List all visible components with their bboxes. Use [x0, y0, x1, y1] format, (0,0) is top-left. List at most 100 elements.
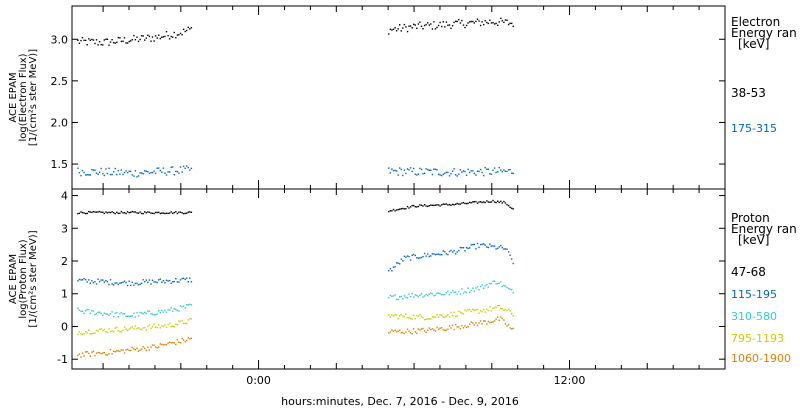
proton-data-point: [154, 326, 157, 328]
proton-data-point: [112, 212, 115, 214]
electron-data-point: [430, 169, 432, 171]
proton-data-point: [434, 294, 437, 296]
proton-data-point: [493, 201, 496, 203]
proton-data-point: [464, 291, 466, 293]
proton-data-point: [397, 317, 399, 320]
proton-data-point: [391, 329, 393, 331]
proton-data-point: [85, 331, 87, 333]
proton-data-point: [408, 316, 410, 319]
electron-data-point: [111, 173, 113, 176]
proton-data-point: [122, 212, 124, 214]
proton-data-point: [397, 208, 399, 211]
proton-data-point: [158, 211, 160, 213]
electron-data-point: [184, 167, 186, 169]
electron-data-point: [436, 169, 438, 171]
proton-data-point: [417, 257, 420, 259]
proton-data-point: [413, 253, 415, 256]
electron-data-point: [92, 169, 95, 171]
electron-data-point: [469, 171, 471, 174]
proton-data-point: [98, 280, 101, 283]
electron-data-point: [503, 21, 505, 24]
proton-data-point: [114, 327, 116, 329]
proton-data-point: [408, 293, 410, 295]
proton-data-point: [137, 284, 140, 286]
proton-data-point: [142, 212, 144, 215]
electron-data-point: [95, 172, 98, 174]
proton-data-point: [148, 279, 151, 281]
proton-data-point: [509, 206, 511, 208]
electron-data-point: [162, 167, 165, 169]
proton-data-point: [511, 313, 513, 315]
proton-data-point: [467, 326, 469, 328]
proton-data-point: [89, 355, 91, 357]
proton-data-point: [413, 204, 415, 207]
electron-data-point: [464, 170, 466, 173]
proton-data-point: [165, 326, 168, 328]
electron-data-point: [102, 173, 104, 175]
proton-data-point: [459, 203, 462, 205]
electron-data-point: [408, 169, 410, 171]
proton-data-point: [402, 260, 404, 262]
proton-data-point: [81, 352, 84, 354]
electron-data-point: [144, 39, 146, 41]
proton-data-point: [445, 292, 448, 294]
electron-data-point: [402, 174, 404, 177]
proton-data-point: [144, 347, 146, 349]
proton-data-point: [80, 356, 82, 358]
proton-data-point: [481, 284, 483, 286]
electron-data-point: [492, 169, 494, 171]
proton-data-point: [151, 212, 154, 214]
proton-data-point: [419, 314, 421, 316]
proton-data-point: [470, 321, 472, 323]
proton-data-point: [503, 309, 505, 311]
proton-data-point: [78, 278, 81, 281]
proton-data-point: [444, 316, 446, 319]
proton-data-point: [425, 331, 427, 334]
proton-data-point: [168, 212, 171, 214]
proton-data-point: [451, 314, 454, 317]
proton-data-point: [405, 256, 407, 258]
proton-data-point: [92, 281, 95, 284]
proton-data-point: [423, 330, 426, 332]
electron-data-point: [433, 168, 435, 170]
proton-data-point: [80, 279, 82, 281]
proton-data-point: [483, 287, 485, 290]
proton-data-point: [140, 282, 143, 284]
proton-data-point: [500, 316, 502, 318]
proton-data-point: [88, 329, 90, 331]
proton-data-point: [475, 322, 477, 324]
proton-data-point: [472, 322, 474, 324]
proton-data-point: [139, 328, 141, 330]
x-tick-label: 0:00: [246, 374, 271, 387]
proton-data-point: [86, 332, 88, 334]
electron-data-point: [465, 174, 468, 176]
proton-data-point: [182, 339, 185, 341]
proton-data-point: [416, 294, 418, 297]
proton-data-point: [139, 349, 141, 351]
electron-data-point: [394, 169, 396, 172]
proton-data-point: [83, 212, 85, 214]
proton-data-point: [428, 318, 430, 320]
proton-data-point: [434, 330, 437, 332]
proton-data-point: [179, 279, 182, 281]
proton-data-point: [500, 244, 502, 247]
proton-data-point: [487, 246, 489, 249]
proton-data-point: [395, 314, 398, 316]
x-axis-label: hours:minutes, Dec. 7, 2016 - Dec. 9, 20…: [281, 395, 519, 408]
proton-data-point: [89, 282, 91, 284]
proton-data-point: [409, 331, 412, 334]
proton-data-point: [97, 330, 99, 332]
proton-data-point: [507, 324, 510, 326]
proton-data-point: [187, 281, 189, 283]
proton-data-point: [500, 200, 502, 203]
proton-data-point: [133, 284, 135, 286]
proton-data-point: [83, 333, 85, 335]
proton-data-point: [125, 328, 127, 330]
proton-data-point: [114, 312, 116, 314]
proton-data-point: [465, 326, 468, 329]
proton-data-point: [165, 344, 168, 346]
proton-data-point: [456, 202, 458, 205]
proton-data-point: [492, 199, 494, 202]
proton-data-point: [391, 210, 393, 212]
proton-data-point: [442, 203, 444, 205]
